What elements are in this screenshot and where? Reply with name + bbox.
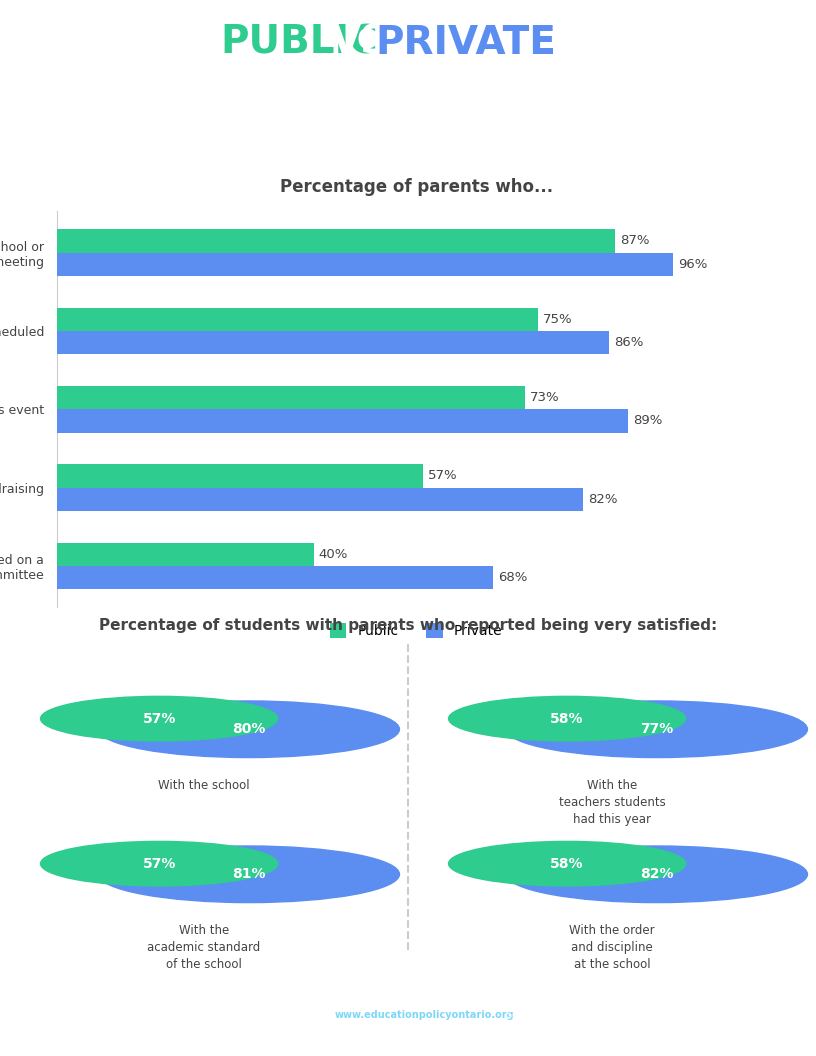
Text: 80%: 80% bbox=[233, 722, 265, 736]
Text: With the school: With the school bbox=[158, 778, 250, 792]
Text: E-mail: info@educationpolicyontario.org   |   Phone: 1-345-335-3766: E-mail: info@educationpolicyontario.org … bbox=[45, 1032, 377, 1042]
Ellipse shape bbox=[41, 842, 277, 886]
Text: 82%: 82% bbox=[640, 867, 674, 882]
Bar bbox=[57, 229, 615, 252]
Text: Percentage of students with parents who reported being very satisfied:: Percentage of students with parents who … bbox=[99, 618, 717, 633]
Ellipse shape bbox=[41, 696, 277, 741]
Text: private-parental-involvement-k-12-education: private-parental-involvement-k-12-educat… bbox=[506, 1030, 726, 1040]
Text: 58%: 58% bbox=[550, 856, 584, 871]
Text: PUBLIC: PUBLIC bbox=[220, 24, 378, 62]
Text: Parent Involvement in K-12 Education: Parent Involvement in K-12 Education bbox=[201, 87, 615, 106]
Bar bbox=[57, 566, 493, 589]
Text: 96%: 96% bbox=[678, 258, 707, 270]
Bar bbox=[57, 307, 538, 331]
Ellipse shape bbox=[449, 696, 685, 741]
Title: Percentage of parents who...: Percentage of parents who... bbox=[280, 177, 552, 195]
Text: 89%: 89% bbox=[633, 414, 663, 428]
Text: Parent participation in school-related activities was higher for: Parent participation in school-related a… bbox=[215, 134, 601, 147]
Text: With the
academic standard
of the school: With the academic standard of the school bbox=[148, 924, 260, 970]
Text: Source: https://www.air.org/resource/public-vs-: Source: https://www.air.org/resource/pub… bbox=[506, 1011, 734, 1020]
Text: Education Policy of Ontario: Education Policy of Ontario bbox=[65, 984, 278, 998]
Text: 82%: 82% bbox=[588, 493, 618, 506]
Text: For more information regarding the data set visit us at: For more information regarding the data … bbox=[45, 1011, 314, 1020]
Text: 68%: 68% bbox=[499, 571, 528, 584]
Legend: Public, Private: Public, Private bbox=[324, 618, 508, 644]
Text: 86%: 86% bbox=[614, 336, 643, 350]
Text: PRIVATE: PRIVATE bbox=[375, 24, 557, 62]
Text: 73%: 73% bbox=[530, 391, 560, 404]
Bar bbox=[57, 409, 628, 433]
Text: 40%: 40% bbox=[319, 548, 348, 561]
Bar bbox=[31, 1016, 42, 1039]
Text: 77%: 77% bbox=[641, 722, 673, 736]
Ellipse shape bbox=[449, 842, 685, 886]
Text: 57%: 57% bbox=[143, 856, 175, 871]
Text: students in private schools than for students in public schools.: students in private schools than for stu… bbox=[212, 164, 604, 176]
Text: 75%: 75% bbox=[543, 313, 573, 325]
Bar bbox=[57, 488, 583, 511]
Bar bbox=[60, 997, 71, 1039]
Text: With the
teachers students
had this year: With the teachers students had this year bbox=[559, 778, 665, 826]
Bar bbox=[57, 465, 423, 488]
Bar bbox=[57, 385, 526, 409]
Text: www.educationpolicyontario.org: www.educationpolicyontario.org bbox=[335, 1011, 514, 1020]
Text: 57%: 57% bbox=[143, 712, 175, 725]
Bar bbox=[57, 543, 313, 566]
Text: VS.: VS. bbox=[330, 24, 403, 62]
Text: 57%: 57% bbox=[428, 469, 457, 483]
Ellipse shape bbox=[506, 846, 808, 903]
Text: 81%: 81% bbox=[232, 867, 266, 882]
Bar bbox=[57, 331, 609, 354]
Text: Authors: Jeremy Redford and Shannon Russell: Authors: Jeremy Redford and Shannon Russ… bbox=[506, 986, 730, 997]
Text: 58%: 58% bbox=[550, 712, 584, 725]
Bar bbox=[46, 1005, 56, 1039]
Ellipse shape bbox=[506, 701, 808, 757]
Ellipse shape bbox=[98, 846, 400, 903]
Text: With the order
and discipline
at the school: With the order and discipline at the sch… bbox=[570, 924, 654, 970]
Text: 87%: 87% bbox=[620, 234, 650, 247]
Ellipse shape bbox=[98, 701, 400, 757]
Bar bbox=[57, 252, 672, 276]
